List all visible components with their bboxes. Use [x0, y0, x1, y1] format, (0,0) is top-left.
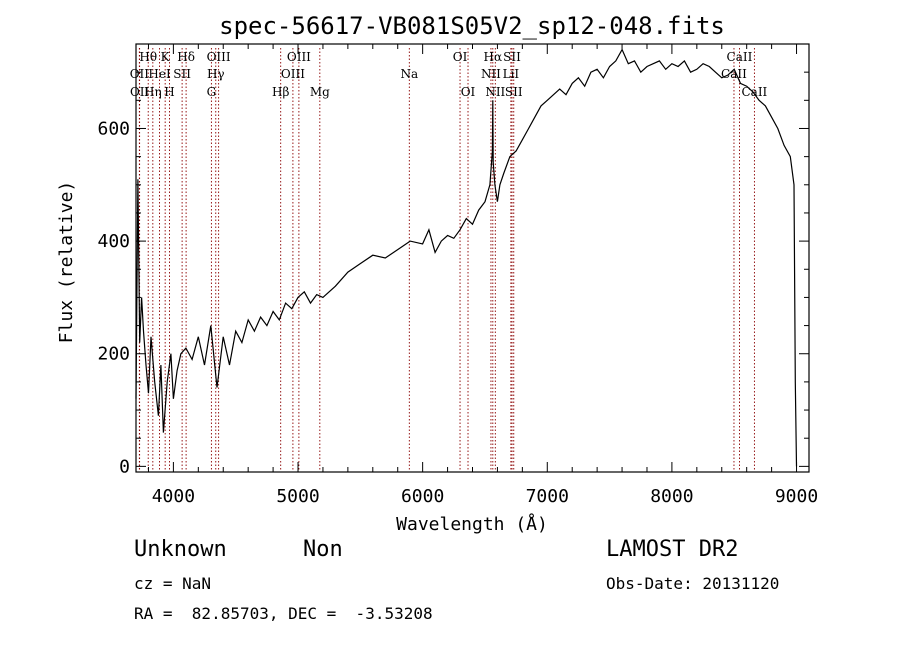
spectral-marker-label: SII — [505, 85, 523, 99]
x-tick-label: 8000 — [650, 486, 693, 507]
spectral-marker-label: Mg — [310, 85, 330, 99]
spectral-marker-label: Hθ — [139, 50, 157, 64]
spectral-marker-label: OIII — [287, 50, 311, 64]
y-axis-label: Flux (relative) — [56, 181, 77, 344]
y-tick-label: 200 — [97, 344, 130, 365]
spectral-marker-labels: Hθ OII OII K HeI Hη Hδ SII H OIII Hγ G OIII OIII Hβ Mg N… — [130, 50, 768, 99]
spectral-marker-lines — [138, 48, 755, 472]
spectral-marker-label: Hδ — [177, 50, 195, 64]
chart-title: spec-56617-VB081S05V2_sp12-048.fits — [219, 12, 725, 40]
spectral-marker-label: OI — [461, 85, 476, 99]
flux-series-line — [135, 48, 798, 467]
survey-name: LAMOST DR2 — [606, 537, 739, 562]
spectral-marker-label: OII — [130, 85, 150, 99]
x-tick-label: 5000 — [276, 486, 319, 507]
x-tick-label: 7000 — [526, 486, 569, 507]
y-axis-ticks: 0 200 400 600 — [97, 71, 809, 477]
spectral-marker-label: CaII — [721, 67, 747, 81]
x-axis-ticks: 4000 5000 6000 7000 8000 9000 — [147, 44, 818, 507]
spectral-marker-label: OI — [453, 50, 468, 64]
spectral-marker-label: Hα — [484, 50, 503, 64]
object-class: Unknown — [134, 537, 227, 562]
redshift-cz: cz = NaN — [134, 574, 212, 593]
spectral-marker-label: OIII — [207, 50, 231, 64]
spectral-marker-label: NII — [485, 85, 505, 99]
ra-dec-coordinates: RA = 82.85703, DEC = -3.53208 — [134, 604, 433, 623]
spectral-marker-label: K — [161, 50, 171, 64]
y-tick-label: 0 — [119, 456, 130, 477]
object-subclass: Non — [303, 537, 343, 562]
y-tick-label: 400 — [97, 231, 130, 252]
spectral-marker-label: SII — [173, 67, 191, 81]
spectral-marker-label: CaII — [741, 85, 767, 99]
x-tick-label: 6000 — [401, 486, 444, 507]
x-tick-label: 9000 — [775, 486, 818, 507]
spectral-marker-label: Hβ — [272, 85, 289, 99]
spectral-marker-label: G — [207, 85, 217, 99]
spectral-marker-label: Hγ — [207, 67, 225, 81]
spectral-marker-label: SII — [503, 50, 521, 64]
x-tick-label: 4000 — [152, 486, 195, 507]
observation-date: Obs-Date: 20131120 — [606, 574, 780, 593]
spectral-marker-label: OII — [130, 67, 150, 81]
y-tick-label: 600 — [97, 118, 130, 139]
spectral-marker-label: HeI — [148, 67, 171, 81]
spectral-marker-label: Na — [400, 67, 418, 81]
spectral-marker-label: NII — [481, 67, 501, 81]
spectral-marker-label: H — [164, 85, 174, 99]
spectral-marker-label: LiI — [503, 67, 520, 81]
plot-frame — [135, 43, 810, 473]
spectral-marker-label: OIII — [281, 67, 305, 81]
spectral-marker-label: Hη — [144, 85, 162, 99]
x-axis-label: Wavelength (Å) — [396, 513, 548, 535]
spectral-marker-label: CaII — [727, 50, 753, 64]
